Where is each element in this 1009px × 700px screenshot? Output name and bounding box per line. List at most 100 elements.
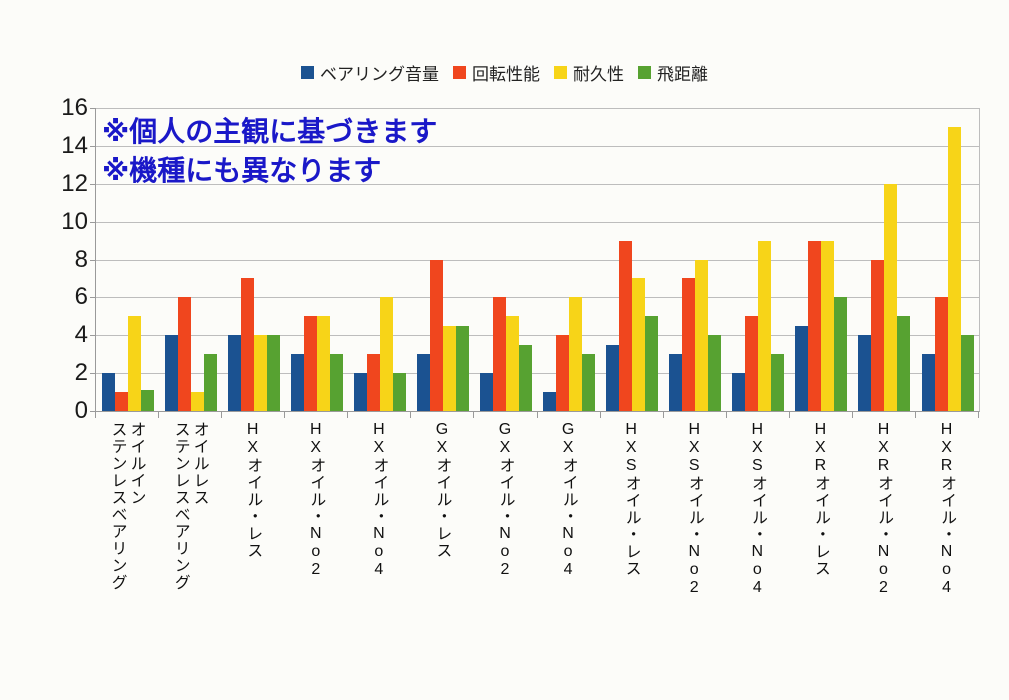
bar-回転性能: [303, 316, 317, 411]
gridline: [96, 259, 979, 261]
x-tick-mark: [725, 412, 727, 418]
bar-飛距離: [960, 335, 974, 411]
bar-回転性能: [429, 259, 443, 411]
x-tick-mark: [978, 412, 979, 418]
gridline: [96, 297, 979, 299]
bar-ベアリング音量: [606, 344, 620, 411]
y-tick-label: 2: [74, 359, 88, 387]
bar-ベアリング音量: [416, 354, 430, 411]
x-category-text: GXオイル・No2: [496, 421, 514, 579]
gridline: [96, 221, 979, 223]
bar-group: [916, 108, 979, 411]
x-tick-mark: [221, 412, 223, 418]
legend-label: 飛距離: [657, 65, 708, 84]
x-category-label: HXオイル・No4: [347, 421, 410, 666]
x-category-text: HXSオイル・No2: [685, 421, 703, 597]
x-category-label: GXオイル・レス: [410, 421, 473, 666]
y-tick-mark: [90, 108, 95, 109]
x-category-text: HXRオイル・レス: [811, 421, 829, 577]
bar-ベアリング音量: [353, 373, 367, 411]
bar-group: [285, 108, 348, 411]
bar-飛距離: [392, 373, 406, 411]
x-category-label: オイルレス ステンレスベアリング: [158, 421, 221, 666]
bar-回転性能: [745, 316, 759, 411]
legend-item: 回転性能: [453, 60, 540, 85]
x-category-text: HXオイル・No2: [307, 421, 325, 579]
bar-耐久性: [695, 259, 709, 411]
bar-ベアリング音量: [480, 373, 493, 411]
x-category-text: HXSオイル・No4: [748, 421, 766, 597]
x-tick-mark: [914, 412, 916, 418]
gridline: [96, 145, 979, 147]
bar-飛距離: [203, 354, 217, 411]
y-tick-mark: [90, 411, 95, 412]
x-category-label: GXオイル・No2: [473, 421, 536, 666]
bar-耐久性: [884, 183, 898, 411]
bar-耐久性: [190, 392, 204, 411]
bar-耐久性: [821, 240, 835, 411]
y-tick-mark: [90, 221, 95, 223]
x-axis-labels: オイルイン ステンレスベアリング オイルレス ステンレスベアリング HXオイル・レス…: [95, 421, 978, 666]
bar-耐久性: [316, 316, 330, 411]
x-tick-mark: [473, 412, 475, 418]
bar-回転性能: [619, 240, 633, 411]
bar-回転性能: [493, 297, 506, 411]
x-category-label: オイルイン ステンレスベアリング: [95, 421, 158, 666]
bar-飛距離: [455, 325, 469, 411]
bar-飛距離: [329, 354, 343, 411]
x-tick-mark: [788, 412, 790, 418]
legend-swatch: [453, 66, 466, 79]
bar-回転性能: [871, 259, 885, 411]
y-tick-label: 6: [74, 283, 88, 311]
bar-回転性能: [934, 297, 948, 411]
bar-ベアリング音量: [227, 335, 241, 411]
x-category-label: HXSオイル・No4: [726, 421, 789, 666]
y-tick-label: 14: [61, 131, 88, 159]
legend-swatch: [301, 66, 314, 79]
bar-group: [664, 108, 727, 411]
bar-耐久性: [442, 325, 456, 411]
bar-飛距離: [519, 344, 532, 411]
legend-item: 飛距離: [638, 60, 708, 85]
bar-回転性能: [556, 335, 570, 411]
bar-group: [727, 108, 790, 411]
gridline: [96, 183, 979, 185]
x-category-label: HXSオイル・No2: [663, 421, 726, 666]
gridline: [96, 373, 979, 375]
bar-耐久性: [632, 278, 646, 411]
gridline: [96, 108, 979, 109]
bar-回転性能: [808, 240, 822, 411]
y-tick-mark: [90, 259, 95, 261]
bar-ベアリング音量: [164, 335, 178, 411]
bar-ベアリング音量: [858, 335, 872, 411]
bar-groups: [96, 108, 979, 411]
bar-耐久性: [127, 316, 141, 411]
bar-耐久性: [947, 126, 961, 411]
bar-group: [411, 108, 474, 411]
chart-legend: ベアリング音量 回転性能 耐久性 飛距離: [0, 60, 1009, 85]
bar-飛距離: [771, 354, 785, 411]
x-category-text: HXオイル・No4: [370, 421, 388, 579]
bar-ベアリング音量: [101, 373, 115, 411]
x-category-label: HXRオイル・No2: [852, 421, 915, 666]
bar-ベアリング音量: [732, 373, 746, 411]
x-category-label: HXオイル・No2: [284, 421, 347, 666]
y-tick-mark: [90, 373, 95, 375]
x-category-text: GXオイル・No4: [559, 421, 577, 579]
x-tick-mark: [662, 412, 664, 418]
bar-group: [159, 108, 222, 411]
bar-ベアリング音量: [921, 354, 935, 411]
bar-飛距離: [266, 335, 280, 411]
chart-annotation: ※個人の主観に基づきます ※機種にも異なります: [102, 112, 437, 190]
bar-飛距離: [897, 316, 911, 411]
y-tick-label: 0: [74, 397, 88, 424]
bar-group: [348, 108, 411, 411]
y-tick-mark: [90, 145, 95, 147]
bar-飛距離: [645, 316, 659, 411]
legend-swatch: [638, 66, 651, 79]
legend-label: 耐久性: [573, 65, 624, 84]
x-category-label: HXSオイル・レス: [600, 421, 663, 666]
legend-item: ベアリング音量: [301, 60, 439, 85]
bar-耐久性: [569, 297, 583, 411]
